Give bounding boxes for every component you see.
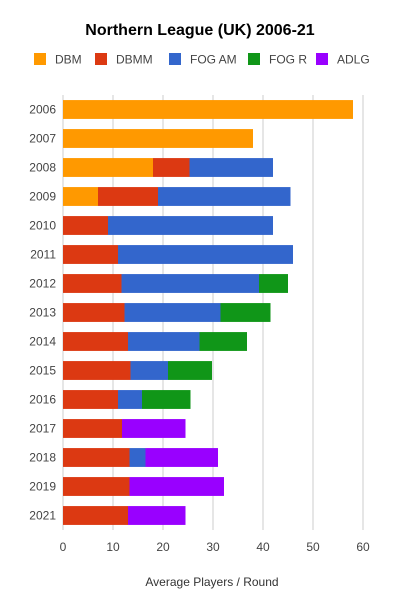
bar-2018-fog-am bbox=[129, 448, 146, 467]
y-tick-label-2012: 2012 bbox=[29, 277, 56, 291]
y-tick-label-2008: 2008 bbox=[29, 161, 56, 175]
x-tick-label-40: 40 bbox=[256, 540, 270, 554]
x-tick-label-10: 10 bbox=[106, 540, 120, 554]
bar-2015-fog-am bbox=[130, 361, 168, 380]
y-tick-label-2017: 2017 bbox=[29, 422, 56, 436]
legend-label-fog-r: FOG R bbox=[269, 53, 307, 67]
y-tick-label-2015: 2015 bbox=[29, 364, 56, 378]
bar-2011-fog-am bbox=[118, 245, 293, 264]
y-tick-label-2018: 2018 bbox=[29, 451, 56, 465]
x-tick-labels: 0 10 20 30 40 50 60 bbox=[60, 540, 370, 554]
bar-2009-dbm bbox=[63, 187, 98, 206]
x-tick-label-0: 0 bbox=[60, 540, 67, 554]
bar-2019-dbmm bbox=[63, 477, 130, 496]
legend: DBM DBMM FOG AM FOG R ADLG bbox=[34, 53, 370, 67]
y-tick-label-2014: 2014 bbox=[29, 335, 56, 349]
x-tick-label-50: 50 bbox=[306, 540, 320, 554]
legend-label-dbm: DBM bbox=[55, 53, 82, 67]
bar-2007-dbm bbox=[63, 129, 253, 148]
bar-2019-adlg bbox=[129, 477, 224, 496]
legend-label-dbmm: DBMM bbox=[116, 53, 153, 67]
bar-2012-fog-am bbox=[121, 274, 259, 293]
y-tick-label-2019: 2019 bbox=[29, 480, 56, 494]
bar-2021-dbmm bbox=[63, 506, 128, 525]
bars bbox=[63, 100, 353, 525]
x-tick-label-60: 60 bbox=[356, 540, 370, 554]
bar-2018-dbmm bbox=[63, 448, 130, 467]
chart-title: Northern League (UK) 2006-21 bbox=[85, 22, 314, 39]
legend-swatch-fog-am bbox=[169, 53, 181, 65]
legend-swatch-dbm bbox=[34, 53, 46, 65]
bar-2016-fog-r bbox=[142, 390, 191, 409]
bar-2016-fog-am bbox=[118, 390, 142, 409]
bar-2021-adlg bbox=[128, 506, 186, 525]
legend-swatch-fog-r bbox=[248, 53, 260, 65]
bar-2017-adlg bbox=[122, 419, 186, 438]
bar-2016-dbmm bbox=[63, 390, 118, 409]
y-tick-label-2011: 2011 bbox=[30, 248, 56, 262]
x-tick-label-30: 30 bbox=[206, 540, 220, 554]
bar-2008-fog-am bbox=[189, 158, 273, 177]
legend-swatch-adlg bbox=[316, 53, 328, 65]
bar-2010-dbmm bbox=[63, 216, 108, 235]
legend-label-adlg: ADLG bbox=[337, 53, 370, 67]
bar-2012-dbmm bbox=[63, 274, 122, 293]
bar-2018-adlg bbox=[145, 448, 218, 467]
legend-swatch-dbmm bbox=[95, 53, 107, 65]
x-axis-label: Average Players / Round bbox=[145, 575, 278, 589]
bar-2017-dbmm bbox=[63, 419, 122, 438]
bar-2014-fog-r bbox=[199, 332, 247, 351]
y-tick-label-2010: 2010 bbox=[29, 219, 56, 233]
bar-2008-dbmm bbox=[153, 158, 190, 177]
bar-2013-dbmm bbox=[63, 303, 125, 322]
bar-2006-dbm bbox=[63, 100, 353, 119]
bar-2015-dbmm bbox=[63, 361, 131, 380]
legend-label-fog-am: FOG AM bbox=[190, 53, 237, 67]
bar-2014-dbmm bbox=[63, 332, 128, 351]
y-tick-label-2021: 2021 bbox=[29, 509, 56, 523]
y-tick-label-2009: 2009 bbox=[29, 190, 56, 204]
y-tick-labels: 2006 2007 2008 2009 2010 2011 2012 2013 2014 2015… bbox=[29, 103, 56, 523]
y-tick-label-2013: 2013 bbox=[29, 306, 56, 320]
bar-2009-dbmm bbox=[98, 187, 158, 206]
y-tick-label-2006: 2006 bbox=[29, 103, 56, 117]
y-tick-label-2016: 2016 bbox=[29, 393, 56, 407]
bar-2010-fog-am bbox=[108, 216, 273, 235]
y-tick-label-2007: 2007 bbox=[29, 132, 56, 146]
x-tick-label-20: 20 bbox=[156, 540, 170, 554]
bar-2012-fog-r bbox=[259, 274, 288, 293]
bar-2009-fog-am bbox=[158, 187, 291, 206]
bar-2013-fog-am bbox=[124, 303, 221, 322]
bar-2011-dbmm bbox=[63, 245, 118, 264]
bar-2015-fog-r bbox=[168, 361, 212, 380]
bar-2013-fog-r bbox=[220, 303, 271, 322]
bar-2014-fog-am bbox=[128, 332, 200, 351]
bar-2008-dbm bbox=[63, 158, 153, 177]
